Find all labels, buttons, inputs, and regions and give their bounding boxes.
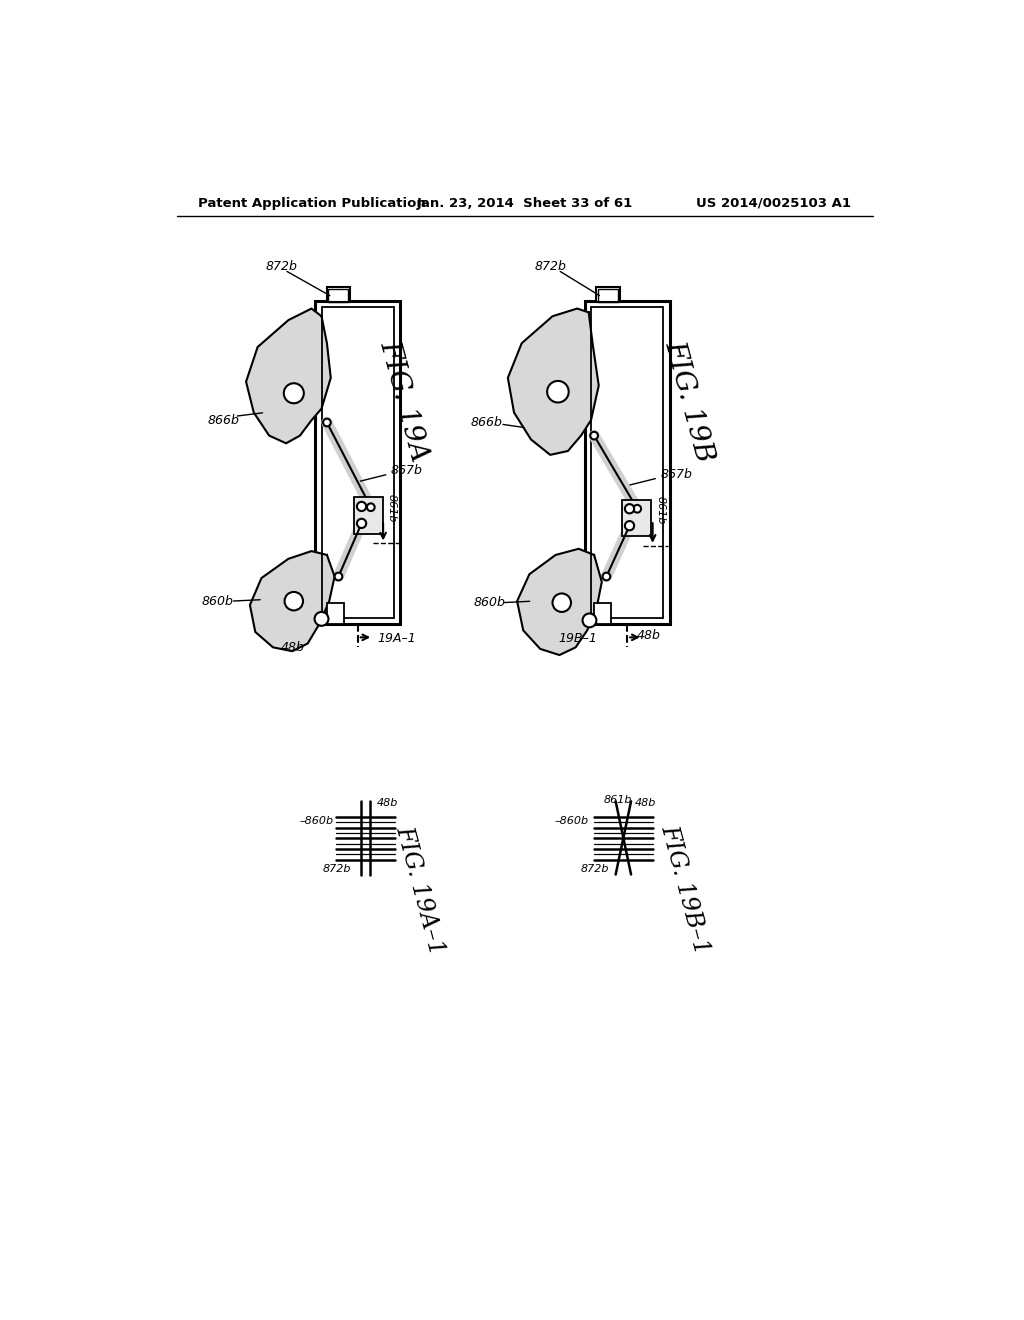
- Bar: [327, 603, 344, 624]
- Bar: [585, 301, 670, 624]
- Text: 19B–1: 19B–1: [558, 631, 597, 644]
- Circle shape: [625, 504, 634, 513]
- Text: 866b: 866b: [208, 413, 240, 426]
- Polygon shape: [508, 309, 599, 455]
- Polygon shape: [517, 549, 602, 655]
- Text: 861b: 861b: [386, 495, 396, 523]
- Text: –860b: –860b: [554, 816, 588, 825]
- Text: –860b: –860b: [300, 816, 334, 825]
- Text: 48b: 48b: [281, 640, 304, 653]
- Text: 48b: 48b: [637, 630, 662, 643]
- Bar: [591, 308, 664, 618]
- Circle shape: [547, 381, 568, 403]
- Text: 860b: 860b: [202, 594, 233, 607]
- Text: 872b: 872b: [265, 260, 297, 273]
- Text: 866b: 866b: [471, 416, 503, 429]
- Circle shape: [357, 502, 367, 511]
- Text: FIG. 19A: FIG. 19A: [375, 338, 433, 465]
- Text: Patent Application Publication: Patent Application Publication: [199, 197, 426, 210]
- Text: 867b: 867b: [660, 467, 692, 480]
- Circle shape: [357, 519, 367, 528]
- Circle shape: [323, 418, 331, 426]
- Text: 19A–1: 19A–1: [377, 631, 416, 644]
- Circle shape: [285, 591, 303, 610]
- Text: 48b: 48b: [377, 797, 398, 808]
- Bar: [596, 286, 620, 302]
- Text: 872b: 872b: [581, 865, 609, 874]
- Text: Jan. 23, 2014  Sheet 33 of 61: Jan. 23, 2014 Sheet 33 of 61: [417, 197, 633, 210]
- Text: 48b: 48b: [635, 797, 656, 808]
- Circle shape: [284, 383, 304, 404]
- Circle shape: [583, 614, 596, 627]
- Circle shape: [625, 521, 634, 531]
- Circle shape: [590, 432, 598, 440]
- Polygon shape: [246, 309, 331, 444]
- Circle shape: [335, 573, 342, 581]
- Bar: [329, 289, 348, 302]
- Text: 872b: 872b: [323, 865, 351, 874]
- Circle shape: [634, 504, 641, 512]
- Text: FIG. 19B: FIG. 19B: [659, 337, 718, 465]
- Circle shape: [367, 503, 375, 511]
- Text: 867b: 867b: [391, 463, 423, 477]
- Bar: [315, 301, 400, 624]
- Bar: [327, 286, 350, 302]
- Text: 860b: 860b: [473, 597, 505, 610]
- Circle shape: [553, 594, 571, 612]
- Bar: [354, 498, 383, 535]
- Circle shape: [602, 573, 610, 581]
- Bar: [594, 603, 611, 624]
- Text: US 2014/0025103 A1: US 2014/0025103 A1: [696, 197, 851, 210]
- Text: 861b: 861b: [655, 496, 666, 524]
- Bar: [598, 289, 617, 302]
- Text: FIG. 19A–1: FIG. 19A–1: [391, 822, 447, 957]
- Text: FIG. 19B–1: FIG. 19B–1: [656, 822, 714, 957]
- Bar: [322, 308, 394, 618]
- Text: 872b: 872b: [535, 260, 566, 273]
- Bar: [622, 499, 651, 536]
- Text: 861b: 861b: [604, 795, 633, 805]
- Polygon shape: [250, 552, 335, 651]
- Circle shape: [314, 612, 329, 626]
